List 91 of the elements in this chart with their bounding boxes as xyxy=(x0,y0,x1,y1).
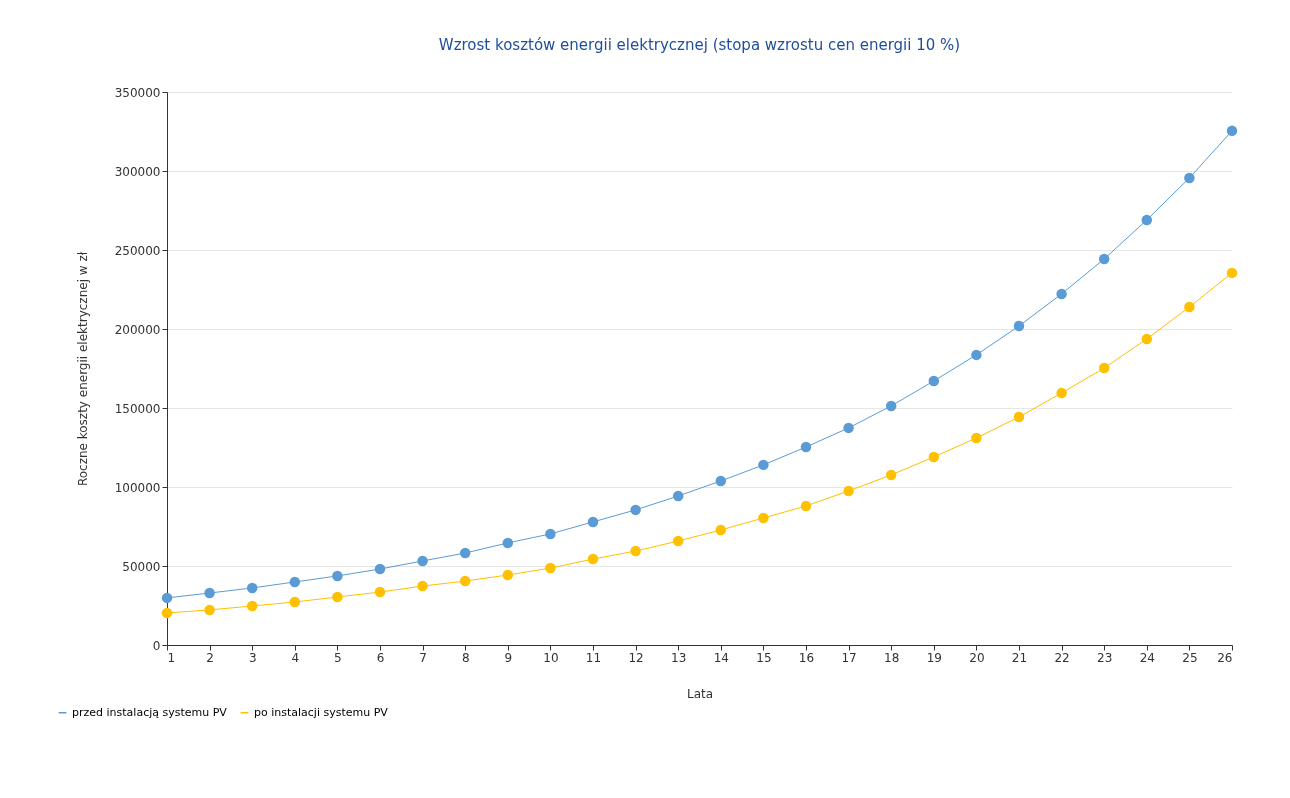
point xyxy=(758,459,769,471)
x-tick-label: 3 xyxy=(248,650,257,665)
point xyxy=(672,490,684,502)
point xyxy=(1226,125,1238,137)
point xyxy=(928,375,940,387)
point xyxy=(885,469,897,481)
y-tick-label: 350000 xyxy=(114,85,161,100)
point xyxy=(417,580,428,592)
x-tick-label: 13 xyxy=(671,650,687,665)
point xyxy=(800,441,812,453)
point xyxy=(630,504,641,516)
point xyxy=(289,576,301,588)
point xyxy=(630,545,641,557)
x-tick-label: 15 xyxy=(756,650,772,665)
point xyxy=(843,422,854,434)
y-tick-label: 150000 xyxy=(114,401,161,416)
point xyxy=(374,563,386,575)
point xyxy=(161,592,173,604)
y-tick-label: 50000 xyxy=(122,559,161,574)
point xyxy=(800,500,812,512)
point xyxy=(459,575,471,587)
x-tick-label: 8 xyxy=(461,650,470,665)
point xyxy=(1226,267,1238,279)
x-tick-label: 16 xyxy=(798,650,815,665)
y-tick-label: 300000 xyxy=(114,164,161,179)
point xyxy=(715,475,727,487)
x-tick-label: 19 xyxy=(926,650,942,665)
point xyxy=(1098,362,1110,374)
x-tick-label: 24 xyxy=(1139,650,1155,665)
point xyxy=(1098,253,1110,265)
y-axis-title: Roczne koszty energii elektrycznej w zł xyxy=(75,251,90,487)
point xyxy=(928,451,940,463)
x-tick-label: 2 xyxy=(206,650,214,665)
point xyxy=(246,582,258,594)
point xyxy=(1013,411,1025,423)
x-tick-label: 4 xyxy=(291,650,300,665)
point xyxy=(502,569,514,581)
x-tick-label: 6 xyxy=(376,650,385,665)
x-tick-label: 22 xyxy=(1054,650,1070,665)
point xyxy=(758,512,769,524)
point xyxy=(1184,301,1195,313)
chart-title: Wzrost kosztów energii elektrycznej (stopa wzrostu cen energii 10 %) xyxy=(438,36,961,54)
point xyxy=(672,535,684,547)
x-tick-label: 9 xyxy=(504,650,513,665)
point xyxy=(332,591,343,603)
legend-label: po instalacji systemu PV xyxy=(254,705,389,719)
y-tick-label: 0 xyxy=(152,638,161,653)
x-tick-label: 11 xyxy=(585,650,602,665)
point xyxy=(417,555,428,567)
x-tick-label: 17 xyxy=(841,650,857,665)
x-tick-label: 23 xyxy=(1097,650,1113,665)
x-tick-label: 7 xyxy=(419,650,427,665)
point xyxy=(204,587,215,599)
x-tick-label: 12 xyxy=(628,650,644,665)
point xyxy=(502,537,514,549)
x-tick-label: 14 xyxy=(713,650,729,665)
legend-label: przed instalacją systemu PV xyxy=(72,705,228,719)
point xyxy=(374,586,386,598)
x-tick-label: 25 xyxy=(1182,650,1198,665)
point xyxy=(885,400,897,412)
x-tick-label: 18 xyxy=(884,650,900,665)
y-tick-label: 250000 xyxy=(114,243,161,258)
point xyxy=(715,524,727,536)
point xyxy=(971,432,982,444)
point xyxy=(545,562,556,574)
point xyxy=(587,516,599,528)
point xyxy=(459,547,471,559)
point xyxy=(1184,172,1195,184)
point xyxy=(332,570,343,582)
x-axis-title: Lata xyxy=(686,686,714,701)
x-tick-label: 26 xyxy=(1217,650,1233,665)
point xyxy=(545,528,556,540)
point xyxy=(971,349,982,361)
point xyxy=(246,600,258,612)
x-tick-label: 10 xyxy=(543,650,559,665)
point xyxy=(204,604,215,616)
point xyxy=(587,553,599,565)
point xyxy=(1013,320,1025,332)
point xyxy=(289,596,301,608)
x-tick-label: 5 xyxy=(334,650,342,665)
point xyxy=(161,607,173,619)
y-tick-label: 100000 xyxy=(114,480,161,495)
point xyxy=(843,485,854,497)
x-tick-label: 20 xyxy=(969,650,985,665)
x-tick-label: 21 xyxy=(1011,650,1028,665)
point xyxy=(1141,214,1153,226)
x-tick-label: 1 xyxy=(167,650,176,665)
point xyxy=(1056,387,1067,399)
point xyxy=(1056,288,1067,300)
y-tick-label: 200000 xyxy=(114,322,161,337)
point xyxy=(1141,333,1153,345)
